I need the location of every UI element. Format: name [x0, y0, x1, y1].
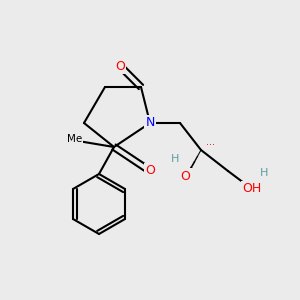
Text: N: N	[145, 116, 155, 130]
Text: OH: OH	[242, 182, 262, 196]
Text: O: O	[181, 169, 190, 183]
Text: Me: Me	[67, 134, 82, 144]
Text: H: H	[171, 154, 180, 164]
Text: O: O	[115, 59, 125, 73]
Text: H: H	[260, 167, 268, 178]
Text: ···: ···	[206, 140, 214, 151]
Text: O: O	[145, 164, 155, 178]
